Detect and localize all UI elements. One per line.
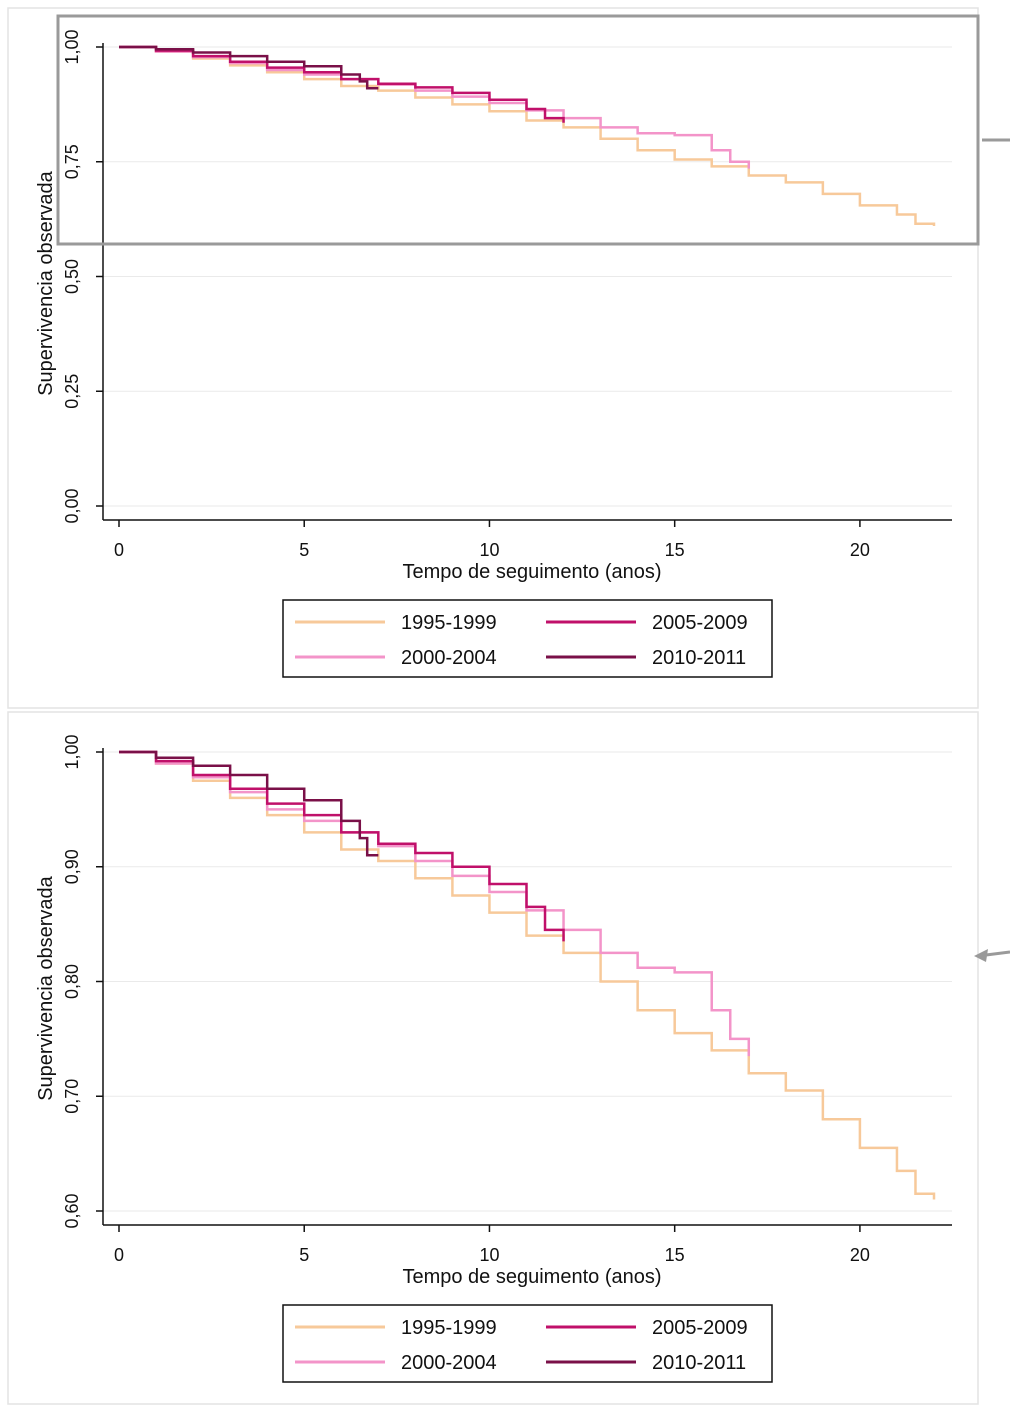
arrow-left-icon	[974, 138, 1010, 962]
legend-box	[282, 1304, 773, 1383]
y-tick-label: 0,60	[62, 1193, 82, 1228]
x-tick-label: 10	[479, 540, 499, 560]
y-tick-label: 0,50	[62, 259, 82, 294]
y-axis-title: Supervivencia observada	[35, 875, 57, 1100]
legend-label: 2010-2011	[652, 1352, 746, 1374]
x-tick-label: 10	[479, 1245, 499, 1265]
chart-bottom: 0,60 0,70 0,80 0,90 1,00 0 5 10 15 20 Tempo de seg…	[35, 734, 952, 1383]
legend-label: 2005-2009	[652, 612, 748, 634]
x-tick-label: 15	[665, 540, 685, 560]
y-tick-label: 0,70	[62, 1079, 82, 1114]
x-tick-label: 20	[850, 1245, 870, 1265]
legend-label: 2000-2004	[401, 1352, 497, 1374]
series-line-2005-2009	[119, 45, 565, 123]
legend-label: 2010-2011	[652, 647, 746, 669]
x-tick-label: 15	[665, 1245, 685, 1265]
series-line-2010-2011	[119, 750, 379, 857]
legend-label: 1995-1999	[401, 1317, 497, 1339]
panel-frame-top	[7, 7, 979, 709]
y-axis-title: Supervivencia observada	[35, 170, 57, 395]
legend-label: 2000-2004	[401, 647, 497, 669]
panel-frame-bottom	[7, 711, 979, 1405]
x-tick-label: 20	[850, 540, 870, 560]
y-tick-label: 0,00	[62, 488, 82, 523]
series-line-2000-2004	[119, 45, 751, 169]
zoom-highlight-box	[56, 14, 980, 246]
y-tick-label: 0,80	[62, 964, 82, 999]
legend-label: 2005-2009	[652, 1317, 748, 1339]
series-line-2010-2011	[119, 45, 379, 90]
x-axis-title: Tempo de seguimento (anos)	[402, 1266, 661, 1288]
series-line-1995-1999	[119, 45, 936, 227]
y-tick-label: 0,25	[62, 374, 82, 409]
x-axis-title: Tempo de seguimento (anos)	[402, 561, 661, 583]
legend-box	[282, 599, 773, 678]
series-line-1995-1999	[119, 750, 936, 1200]
y-tick-label: 1,00	[62, 29, 82, 64]
y-tick-label: 0,90	[62, 849, 82, 884]
chart-top: 0,00 0,25 0,50 0,75 1,00 0 5 10 15 20 Tempo de seg…	[35, 29, 952, 678]
y-tick-label: 1,00	[62, 734, 82, 769]
x-tick-label: 5	[299, 540, 309, 560]
series-line-2005-2009	[119, 750, 565, 942]
legend-label: 1995-1999	[401, 612, 497, 634]
x-tick-label: 5	[299, 1245, 309, 1265]
x-tick-label: 0	[114, 1245, 124, 1265]
y-tick-label: 0,75	[62, 144, 82, 179]
x-tick-label: 0	[114, 540, 124, 560]
series-line-2000-2004	[119, 750, 751, 1057]
